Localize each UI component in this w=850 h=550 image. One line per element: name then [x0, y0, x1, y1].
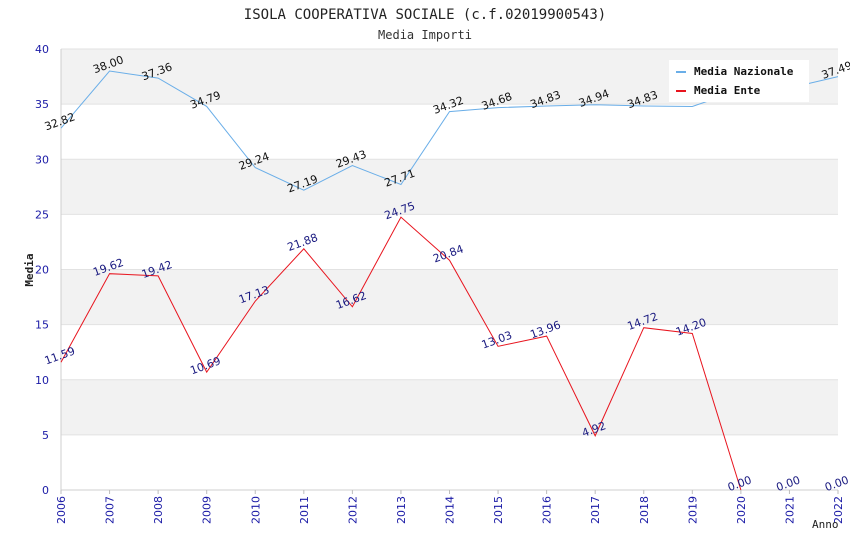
x-tick-label: 2006 [55, 496, 68, 524]
x-tick-label: 2018 [638, 496, 651, 524]
x-tick-label: 2022 [832, 496, 845, 524]
y-tick-label: 25 [35, 208, 49, 221]
data-label: 11.59 [43, 344, 77, 367]
y-tick-label: 30 [35, 153, 49, 166]
data-label: 0.00 [726, 473, 753, 494]
x-tick-label: 2007 [104, 496, 117, 524]
x-tick-label: 2012 [346, 496, 359, 524]
x-tick-label: 2020 [735, 496, 748, 524]
x-tick-label: 2008 [152, 496, 165, 524]
x-axis-title: Anno [812, 518, 839, 531]
x-tick-label: 2011 [298, 496, 311, 524]
y-tick-label: 40 [35, 43, 49, 56]
x-tick-label: 2009 [201, 496, 214, 524]
series-line-ente [60, 216, 742, 491]
chart-subtitle: Media Importi [378, 28, 472, 42]
y-tick-label: 10 [35, 374, 49, 387]
y-tick-label: 35 [35, 98, 49, 111]
x-tick-label: 2013 [395, 496, 408, 524]
x-tick-label: 2014 [444, 496, 457, 524]
y-axis-title: Media [23, 253, 36, 286]
x-tick-label: 2017 [589, 496, 602, 524]
x-tick-label: 2010 [249, 496, 262, 524]
y-tick-label: 20 [35, 264, 49, 277]
y-tick-labels: 0 5 10 15 20 25 30 35 40 [35, 43, 49, 497]
legend: Media Nazionale Media Ente [669, 60, 809, 102]
data-label: 10.69 [188, 354, 222, 377]
plot-band [61, 269, 838, 325]
y-tick-label: 5 [42, 429, 49, 442]
plot-band [61, 379, 838, 435]
plot-bands [61, 49, 838, 435]
x-tick-label: 2021 [783, 496, 796, 524]
legend-label-nazionale: Media Nazionale [694, 65, 794, 78]
axes [60, 49, 839, 494]
chart-title: ISOLA COOPERATIVA SOCIALE (c.f.020199005… [244, 7, 606, 23]
data-label: 0.00 [775, 473, 802, 494]
x-tick-label: 2016 [541, 496, 554, 524]
plot-band [61, 159, 838, 215]
legend-box [669, 60, 809, 102]
data-label: 13.03 [480, 329, 514, 352]
y-tick-label: 15 [35, 319, 49, 332]
data-label: 32.82 [43, 110, 77, 133]
legend-label-ente: Media Ente [694, 84, 761, 97]
data-label: 20.84 [431, 242, 465, 265]
y-tick-label: 0 [42, 484, 49, 497]
data-label: 0.00 [823, 473, 850, 494]
x-tick-label: 2019 [686, 496, 699, 524]
x-tick-labels: 2006 2007 2008 2009 2010 2011 2012 2013 2014 2015… [55, 496, 845, 524]
x-tick-label: 2015 [492, 496, 505, 524]
